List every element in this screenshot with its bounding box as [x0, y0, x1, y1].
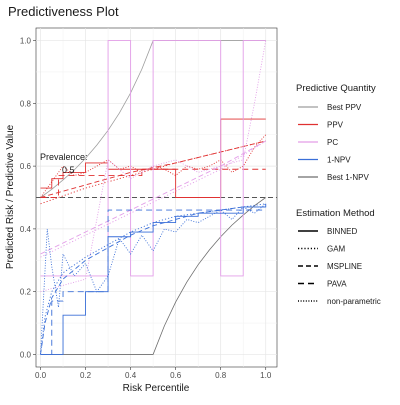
- series-best-ppv-binned: [40, 40, 266, 198]
- legend-linetype-label: PAVA: [327, 280, 347, 289]
- legend-color-label: PC: [327, 138, 338, 147]
- series-pc-binned: [40, 40, 266, 277]
- axes: 0.0 0.2 0.4 0.6 0.8 1.0 0.0 0.2 0.4 0.6 0.8 1.0: [20, 37, 272, 380]
- y-tick-label: 0.4: [20, 225, 32, 234]
- x-axis-title: Risk Percentile: [123, 383, 190, 394]
- series-layer: [40, 40, 267, 355]
- legend-estimation-method: Estimation Method BINNED GAM MSPLINE PAVA no…: [296, 208, 381, 306]
- series-best-1-npv-binned: [40, 197, 266, 355]
- legend-linetype-label: MSPLINE: [327, 262, 362, 271]
- y-tick-label: 0.0: [20, 350, 32, 359]
- y-tick-label: 0.2: [20, 288, 32, 297]
- series-1-npv-binned: [40, 203, 267, 355]
- legend-linetype-label: non-parametric: [327, 297, 381, 306]
- y-tick-label: 1.0: [20, 37, 32, 46]
- series-ppv-non-parametric: [40, 134, 267, 198]
- legend-color-label: Best 1-NPV: [327, 173, 369, 182]
- x-tick-label: 0.4: [125, 371, 137, 380]
- x-tick-label: 0.2: [80, 371, 92, 380]
- legend-color-label: 1-NPV: [327, 156, 351, 165]
- y-axis-title: Predicted Risk / Predictive Value: [5, 124, 16, 269]
- y-tick-label: 0.6: [20, 162, 32, 171]
- series-pc-mspline: [40, 140, 266, 255]
- legend-color-label: PPV: [327, 121, 344, 130]
- prevalence-label: Prevalence:: [40, 152, 88, 162]
- prevalence-value: 0.5: [62, 165, 75, 175]
- x-tick-label: 0.0: [35, 371, 47, 380]
- grid-lines: [36, 28, 277, 367]
- x-tick-label: 0.8: [215, 371, 227, 380]
- legend-linetype-label: BINNED: [327, 227, 357, 236]
- legend-color-title: Predictive Quantity: [296, 83, 376, 94]
- legend-linetype-label: GAM: [327, 245, 346, 254]
- x-tick-label: 1.0: [260, 371, 272, 380]
- series-1-npv-pava: [40, 209, 266, 355]
- x-tick-label: 0.6: [170, 371, 182, 380]
- series-pc-non-parametric: [40, 40, 267, 293]
- y-tick-label: 0.8: [20, 99, 32, 108]
- chart-title: Predictiveness Plot: [8, 4, 119, 19]
- series-ppv-gam: [40, 140, 266, 205]
- legend-color-label: Best PPV: [327, 103, 362, 112]
- legend-linetype-title: Estimation Method: [296, 208, 375, 219]
- series-ppv-pava: [40, 168, 266, 198]
- legend-predictive-quantity: Predictive Quantity Best PPV PPV PC 1-NPV Be…: [296, 83, 376, 182]
- series-pc-gam: [40, 140, 266, 258]
- series-1-npv-mspline: [40, 206, 266, 355]
